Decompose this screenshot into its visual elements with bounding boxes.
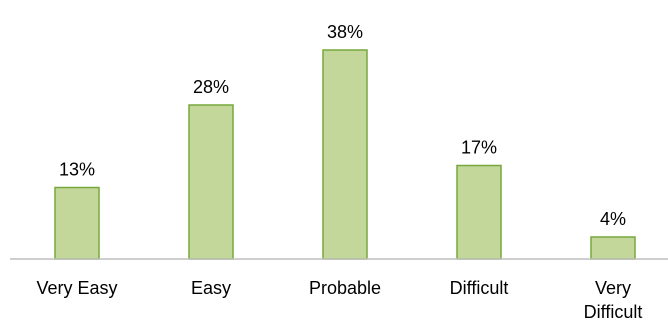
category-label-0: Very Easy [36,278,117,298]
value-label-4: 4% [600,209,626,229]
value-label-0: 13% [59,160,95,180]
category-label-3: Difficult [450,278,509,298]
bar-1 [188,104,234,260]
category-label-4: Very [595,278,631,298]
category-labels-group: Very Easy Easy Probable Difficult Very Diffic… [36,278,642,322]
bar-4 [590,236,636,260]
bar-3 [456,164,502,260]
value-label-1: 28% [193,77,229,97]
bars-group [54,49,636,260]
category-label-2: Probable [309,278,381,298]
value-label-2: 38% [327,22,363,42]
bar-2 [322,49,368,260]
value-label-3: 17% [461,138,497,158]
category-label-1: Easy [191,278,231,298]
bar-0 [54,186,100,260]
category-label-4-line-1: Difficult [584,302,643,322]
value-labels-group: 13% 28% 38% 17% 4% [59,22,626,229]
